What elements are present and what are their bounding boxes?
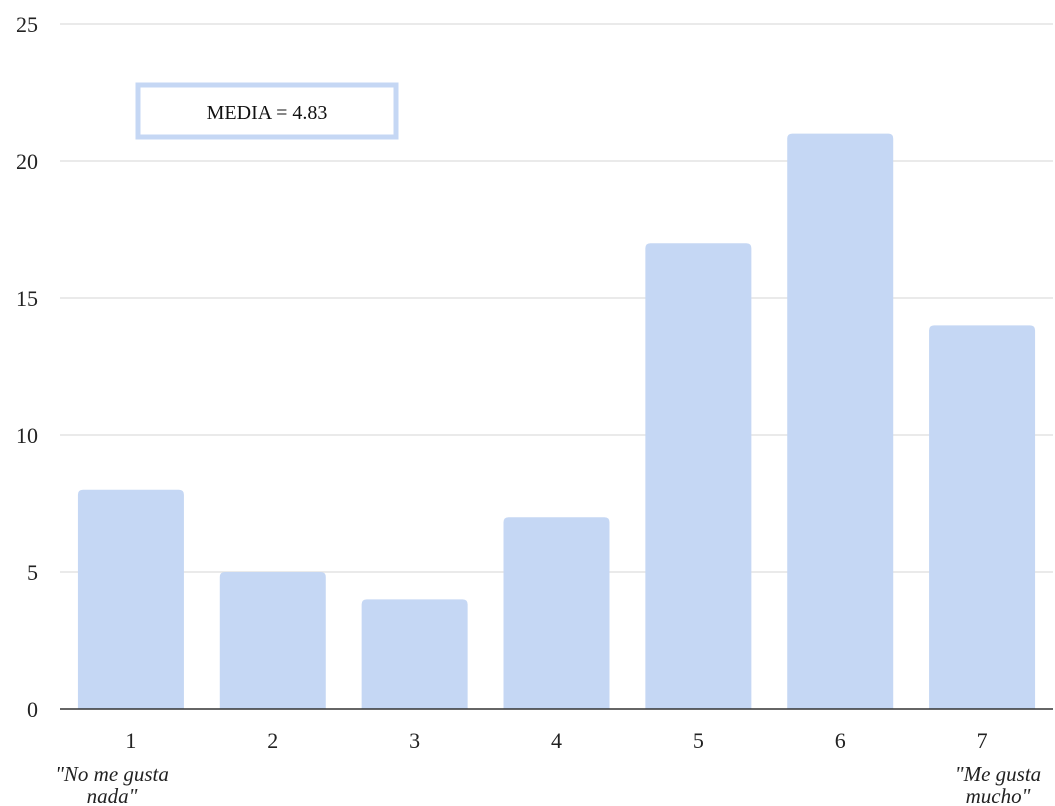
- y-tick-labels: 0 5 10 15 20 25: [16, 12, 38, 722]
- x-tick-label-3: 3: [409, 728, 420, 753]
- low-end-annotation: "No me gusta nada": [55, 762, 169, 806]
- x-tick-label-1: 1: [125, 728, 136, 753]
- y-tick-label-5: 5: [27, 560, 38, 585]
- y-tick-label-10: 10: [16, 423, 38, 448]
- x-tick-label-7: 7: [977, 728, 988, 753]
- high-end-annotation-line-2: mucho": [966, 784, 1031, 806]
- low-end-annotation-line-2: nada": [87, 784, 138, 806]
- high-end-annotation: "Me gusta mucho": [955, 762, 1041, 806]
- mean-box: MEDIA = 4.83: [135, 82, 399, 140]
- bars: [77, 133, 1036, 710]
- bar-2: [219, 572, 326, 709]
- mean-label: MEDIA = 4.83: [207, 102, 328, 124]
- y-tick-label-20: 20: [16, 149, 38, 174]
- x-tick-labels: 1 2 3 4 5 6 7: [125, 728, 987, 753]
- y-tick-label-25: 25: [16, 12, 38, 37]
- y-tick-label-15: 15: [16, 286, 38, 311]
- bar-6: [787, 133, 894, 710]
- high-end-annotation-line-1: "Me gusta: [955, 762, 1041, 786]
- bar-4: [503, 517, 610, 709]
- low-end-annotation-line-1: "No me gusta: [55, 762, 169, 786]
- bar-7: [929, 325, 1036, 709]
- x-tick-label-6: 6: [835, 728, 846, 753]
- bar-5: [645, 243, 752, 709]
- y-tick-label-0: 0: [27, 697, 38, 722]
- bar-3: [361, 599, 468, 709]
- x-tick-label-5: 5: [693, 728, 704, 753]
- mean-box-border: [135, 82, 399, 140]
- x-tick-label-2: 2: [267, 728, 278, 753]
- x-tick-label-4: 4: [551, 728, 562, 753]
- bar-1: [77, 489, 184, 709]
